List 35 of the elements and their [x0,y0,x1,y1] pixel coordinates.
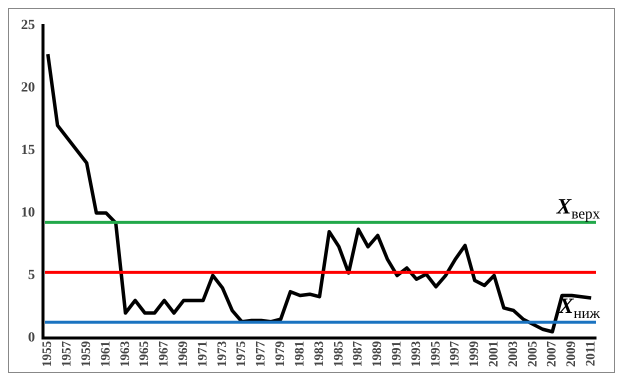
x-tick-label: 1963 [116,340,132,367]
x-tick-label: 1957 [58,340,74,367]
x-tick-label: 2011 [582,341,598,366]
x-tick-label: 1967 [156,340,171,367]
x-tick-label: 1975 [233,340,248,367]
x-tick-label: 1985 [330,340,346,367]
x-tick-label: 1989 [369,340,384,367]
y-tick-label: 10 [21,206,35,221]
y-tick-label: 25 [21,18,35,34]
x-tick-label: 2001 [485,341,500,367]
x-tick-label: 1987 [350,340,365,367]
x-tick-label: 1977 [252,340,268,367]
y-tick-label: 5 [28,268,35,284]
x-tick-label: 2005 [524,340,540,367]
x-tick-label: 2007 [544,340,559,367]
x-tick-label: 1971 [194,341,210,367]
x-tick-label: 1997 [446,340,462,367]
x-tick-label: 2003 [504,340,520,367]
x-tick-label: 1983 [310,340,326,367]
x-tick-label: 1965 [136,340,152,367]
x-tick-label: 1991 [388,341,404,367]
x-tick-label: 1969 [175,340,190,367]
y-tick-label: 0 [28,330,35,346]
x-tick-label: 1979 [272,340,288,367]
x-tick-label: 1993 [408,340,423,367]
x-tick-label: 1995 [427,340,442,367]
x-tick-label: 1981 [291,341,306,367]
y-tick-label: 20 [21,80,35,96]
x-tick-label: 1955 [39,340,54,367]
x-tick-label: 2009 [563,340,578,367]
x-tick-label: 1961 [97,341,112,367]
y-tick-label: 15 [21,143,35,158]
x-tick-label: 1973 [214,340,229,367]
x-tick-label: 1959 [78,340,94,367]
x-tick-label: 1999 [466,340,482,367]
